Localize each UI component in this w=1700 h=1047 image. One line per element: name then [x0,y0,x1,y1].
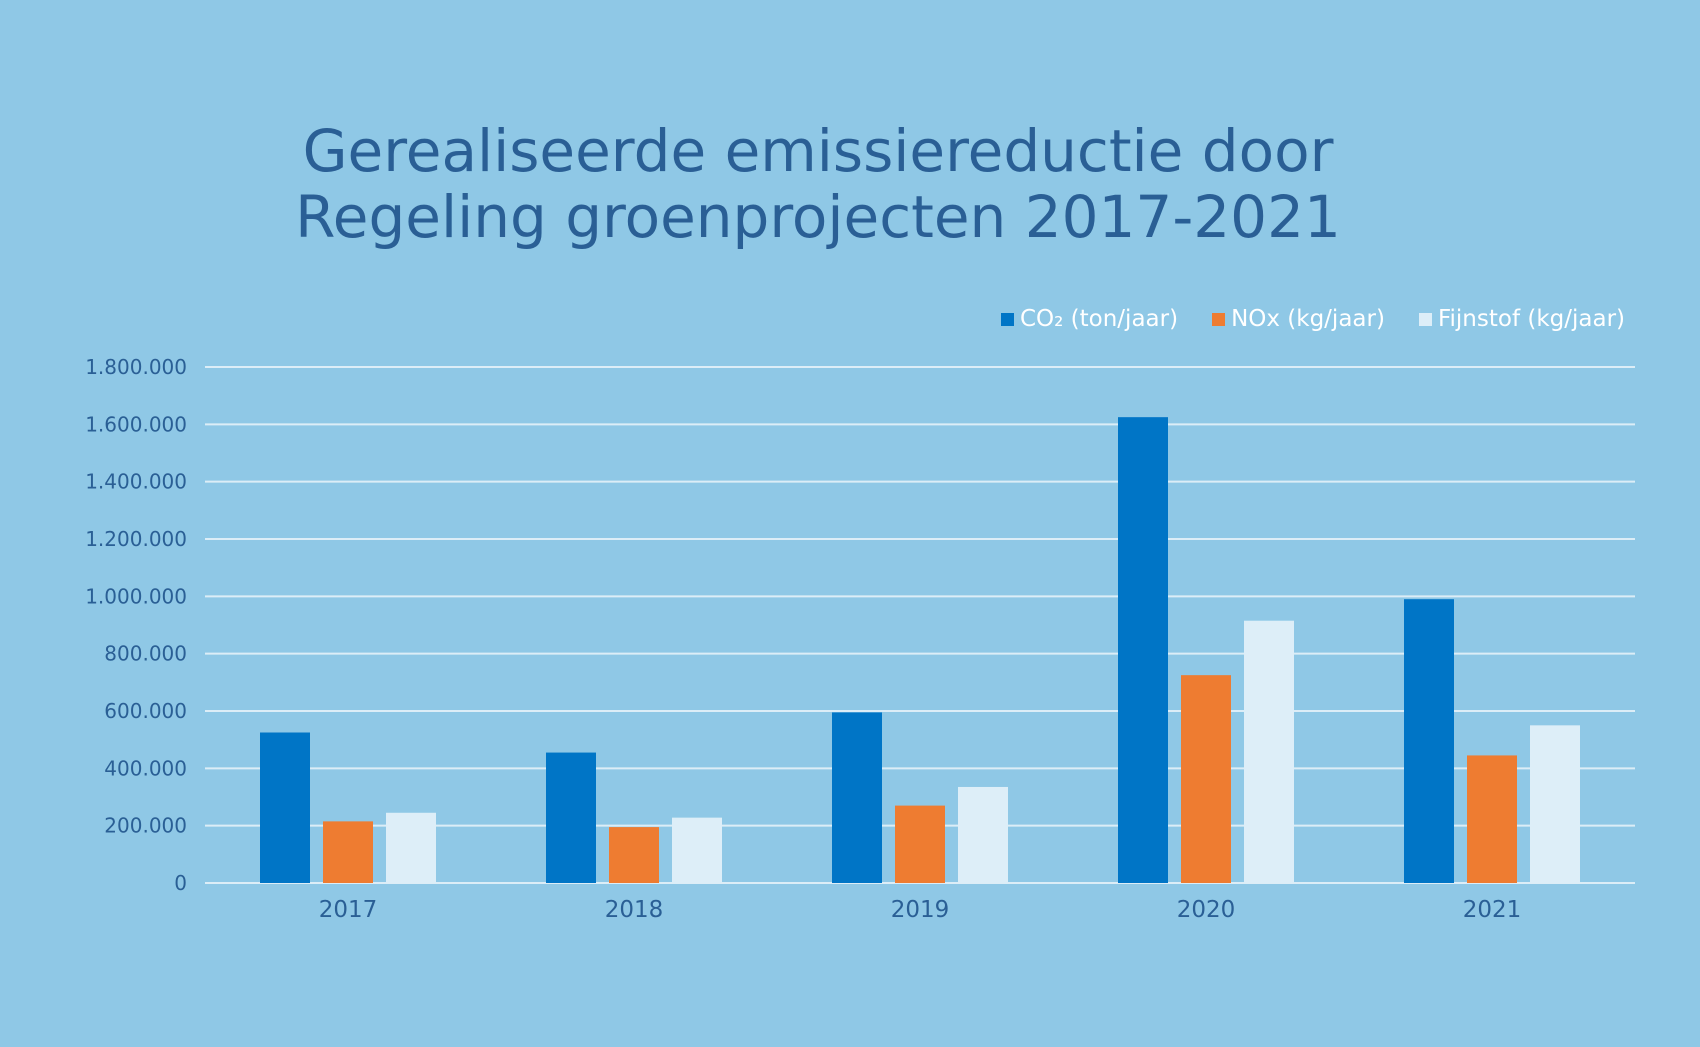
x-tick-label: 2017 [319,897,378,923]
y-tick-label: 800.000 [104,642,187,666]
legend-swatch-fijnstof [1418,312,1432,326]
bar-fijnstof-2021 [1530,725,1580,883]
y-tick-label: 1.000.000 [85,584,187,608]
legend-label-fijnstof: Fijnstof (kg/jaar) [1437,306,1625,332]
bar-fijnstof-2017 [386,812,436,883]
bar-nox-2019 [895,805,945,883]
bar-nox-2018 [609,827,659,883]
y-tick-label: 1.400.000 [85,470,187,494]
bar-co2-2019 [832,712,882,883]
x-tick-label: 2020 [1177,897,1236,923]
chart-title-line-2: Regeling groenprojecten 2017-2021 [295,183,1341,251]
legend-swatch-nox [1212,312,1226,326]
bar-nox-2020 [1181,675,1231,883]
x-tick-label: 2019 [891,897,950,923]
y-tick-label: 1.600.000 [85,412,187,436]
bar-co2-2021 [1404,599,1454,883]
x-tick-label: 2018 [605,897,664,923]
bar-co2-2020 [1118,417,1168,883]
chart-title-line-1: Gerealiseerde emissiereductie door [302,117,1334,185]
y-tick-label: 1.800.000 [85,355,187,379]
legend-label-nox: NOx (kg/jaar) [1231,306,1385,332]
y-tick-label: 400.000 [104,756,187,780]
bar-co2-2017 [260,732,310,883]
y-tick-label: 200.000 [104,814,187,838]
x-tick-label: 2021 [1463,897,1522,923]
y-tick-label: 1.200.000 [85,527,187,551]
y-tick-label: 600.000 [104,699,187,723]
legend-item-fijnstof: Fijnstof (kg/jaar) [1418,306,1625,332]
bar-fijnstof-2018 [672,817,722,883]
legend-item-co2: CO₂ (ton/jaar) [1000,306,1179,332]
y-tick-label: 0 [174,871,187,895]
chart-legend: CO₂ (ton/jaar) NOx (kg/jaar) Fijnstof (k… [1000,306,1625,332]
legend-item-nox: NOx (kg/jaar) [1212,306,1385,332]
bar-fijnstof-2019 [958,786,1008,883]
bar-nox-2017 [323,821,373,883]
legend-swatch-co2 [1000,312,1014,326]
legend-label-co2: CO₂ (ton/jaar) [1019,306,1179,332]
bar-co2-2018 [546,752,596,883]
bar-fijnstof-2020 [1244,620,1294,883]
chart-title: Gerealiseerde emissiereductie door Regel… [0,118,1700,250]
bar-nox-2021 [1467,755,1517,883]
